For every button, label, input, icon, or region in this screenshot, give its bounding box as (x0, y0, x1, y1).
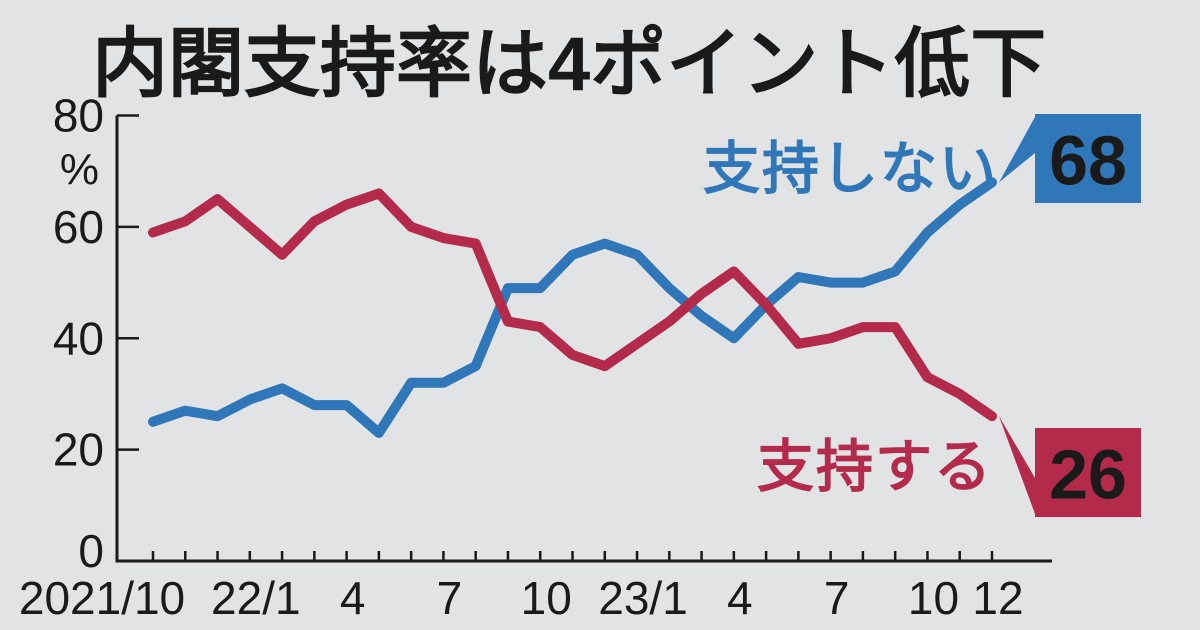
series-line-disapprove (148, 177, 997, 438)
x-axis-tick-label: 22/1 (211, 572, 301, 624)
value-badge-disapprove (1035, 114, 1141, 203)
x-axis-tick-label: 4 (340, 572, 366, 624)
y-axis-tick-label: 80 (53, 90, 104, 142)
approve-series-label: 支持する (757, 435, 993, 499)
badge-value-approve: 26 (1049, 436, 1127, 514)
y-axis-tick-label: 60 (53, 201, 104, 253)
x-axis-tick-label: 12 (972, 572, 1023, 624)
badge-pointer-approve (999, 416, 1035, 514)
badge-pointer-disapprove (999, 117, 1035, 183)
series-line-approve (148, 188, 997, 422)
x-axis-tick-label: 7 (437, 572, 463, 624)
x-axis-tick-label: 10 (908, 572, 959, 624)
x-axis-tick-label: 10 (521, 572, 572, 624)
badge-value-disapprove: 68 (1049, 122, 1127, 200)
y-axis-unit-label: % (60, 145, 99, 194)
x-axis-tick-label: 4 (727, 572, 753, 624)
value-badge-approve (1035, 428, 1141, 517)
y-axis-tick-label: 0 (78, 525, 104, 577)
x-axis-tick-label: 23/1 (598, 572, 688, 624)
chart-title: 内閣支持率は4ポイント低下 (92, 22, 1047, 107)
y-axis-tick-label: 20 (53, 424, 104, 476)
disapprove-series-label: 支持しない (703, 137, 998, 201)
x-axis-tick-label: 7 (824, 572, 850, 624)
x-axis-tick-label: 2021/10 (19, 572, 185, 624)
y-axis-tick-label: 40 (53, 312, 104, 364)
